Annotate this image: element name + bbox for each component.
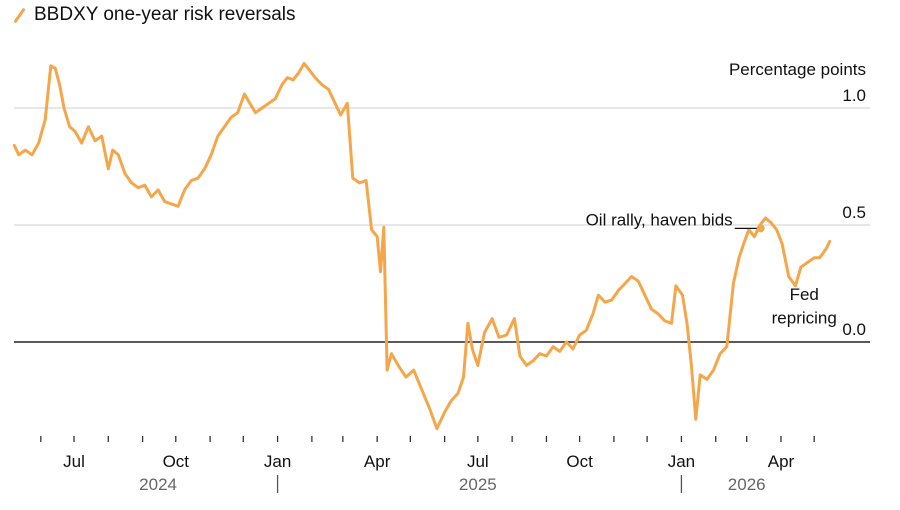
- x-tick-label: Jul: [63, 452, 85, 471]
- annotation-label: Oil rally, haven bids: [586, 210, 733, 229]
- y-tick-label: 0.5: [842, 203, 866, 222]
- year-label: 2025: [459, 475, 497, 494]
- annotation-label: Fed: [790, 285, 819, 304]
- y-tick-label: 1.0: [842, 86, 866, 105]
- y-axis-title: Percentage points: [729, 60, 866, 79]
- y-tick-label: 0.0: [842, 320, 866, 339]
- legend: BBDXY one-year risk reversals: [10, 4, 296, 26]
- year-label: 2024: [139, 475, 177, 494]
- x-tick-label: Oct: [566, 452, 593, 471]
- x-tick-label: Jan: [264, 452, 291, 471]
- annotation-label: repricing: [772, 308, 837, 327]
- annotation-marker: [756, 224, 765, 233]
- series-line: [12, 62, 832, 431]
- year-label: 2026: [728, 475, 766, 494]
- x-tick-label: Apr: [364, 452, 391, 471]
- x-tick-label: Oct: [163, 452, 190, 471]
- x-tick-label: Jul: [467, 452, 489, 471]
- x-tick-label: Apr: [768, 452, 795, 471]
- legend-label: BBDXY one-year risk reversals: [34, 4, 296, 25]
- x-tick-label: Jan: [668, 452, 695, 471]
